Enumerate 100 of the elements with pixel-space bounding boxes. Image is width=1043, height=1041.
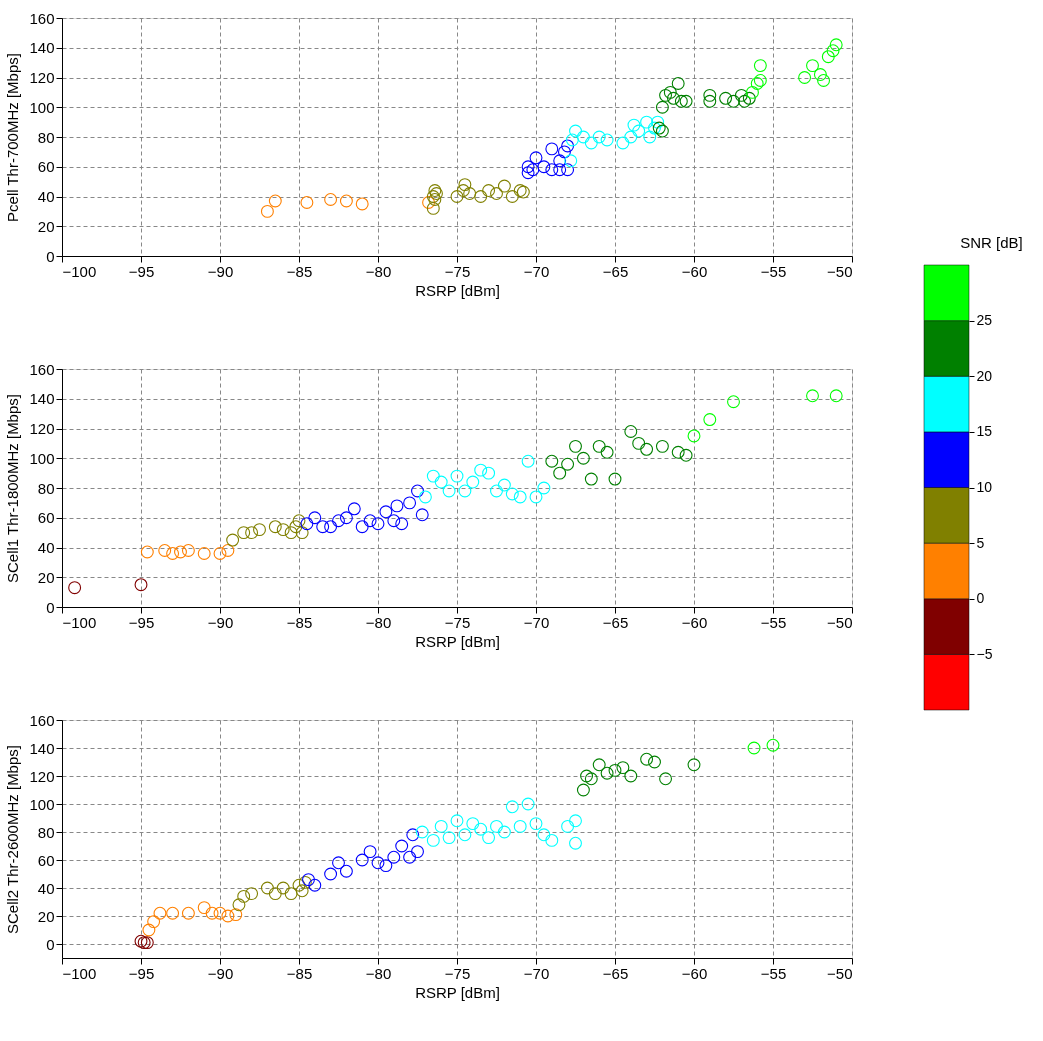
point [505,190,519,203]
point [229,908,243,922]
point [561,139,575,153]
point [679,448,693,462]
point [253,523,266,537]
x-tick-label: −85 [286,262,313,280]
point [458,828,472,842]
point [666,91,680,105]
point [355,197,369,211]
point [174,545,187,559]
x-tick-label: −65 [602,964,629,982]
x-axis-title: RSRP [dBm] [415,281,500,299]
point [181,906,195,920]
point [474,822,488,836]
point [482,466,496,480]
point [513,490,527,504]
point [627,118,641,132]
point [387,514,401,528]
point [147,915,161,929]
point [703,88,717,102]
point [450,190,464,203]
y-tick-label: 160 [29,9,55,27]
point [529,817,543,831]
point [221,909,235,923]
point [608,472,622,486]
x-tick-label: −60 [681,964,708,982]
point [434,475,448,489]
point [753,59,767,73]
color-bar-label: 25 [976,312,993,329]
x-tick-label: −85 [286,964,313,982]
point [68,581,82,595]
point [545,142,559,156]
point [490,187,503,200]
point [395,517,409,531]
y-tick-label: 80 [37,128,55,146]
y-tick-label: 0 [46,598,55,616]
point [292,878,306,892]
y-tick-label: 40 [37,539,55,556]
point [521,166,535,180]
point [426,469,440,483]
y-axis-title: Pcell Thr-700MHz [Mbps] [4,53,22,222]
color-bar-label: 20 [976,367,993,384]
x-axis-title: RSRP [dBm] [415,632,500,650]
y-tick-label: 100 [29,795,55,813]
point [418,490,432,504]
point [442,484,456,498]
y-axis-title: SCell2 Thr-2600MHz [Mbps] [4,745,22,934]
y-tick-label: 80 [37,479,55,497]
point [687,429,701,443]
x-tick-label: −50 [827,964,853,982]
y-tick-label: 20 [37,907,55,925]
x-tick-label: −75 [444,262,471,280]
y-tick-label: 120 [29,69,55,86]
x-tick-label: −100 [62,262,97,280]
point [817,74,831,87]
point [332,514,345,528]
point [158,544,172,557]
x-tick-label: −85 [286,613,313,631]
x-tick-label: −55 [760,964,787,982]
point [300,196,314,209]
point [616,136,630,150]
point [671,445,685,459]
y-tick-label: 20 [37,568,55,586]
point [643,130,657,144]
color-bar-label: 15 [976,423,993,440]
point [564,154,578,168]
color-bar-label: 5 [976,534,985,551]
point [663,85,677,99]
point [153,906,167,920]
color-bar-label: −5 [976,645,993,662]
point [600,445,614,459]
point [659,772,673,786]
x-tick-label: −90 [207,964,234,982]
y-tick-label: 60 [37,851,55,869]
point [537,160,551,174]
point [703,413,717,427]
point [458,178,472,192]
point [561,163,575,177]
point [648,755,661,769]
point [608,763,622,777]
point [497,179,511,193]
point [526,163,540,177]
y-tick-label: 100 [29,98,55,116]
point [738,94,752,108]
point [197,901,211,915]
point [466,475,480,489]
point [640,752,654,766]
point [592,439,606,453]
point [576,451,590,465]
y-tick-label: 140 [29,739,55,757]
point [584,136,598,150]
point [339,194,353,208]
point [766,738,780,752]
point [482,831,496,845]
point [415,825,429,839]
point [592,758,606,772]
point [569,439,582,453]
x-axis-title: RSRP [dBm] [415,983,500,1001]
x-tick-label: −75 [444,613,471,631]
y-tick-label: 140 [29,39,55,57]
